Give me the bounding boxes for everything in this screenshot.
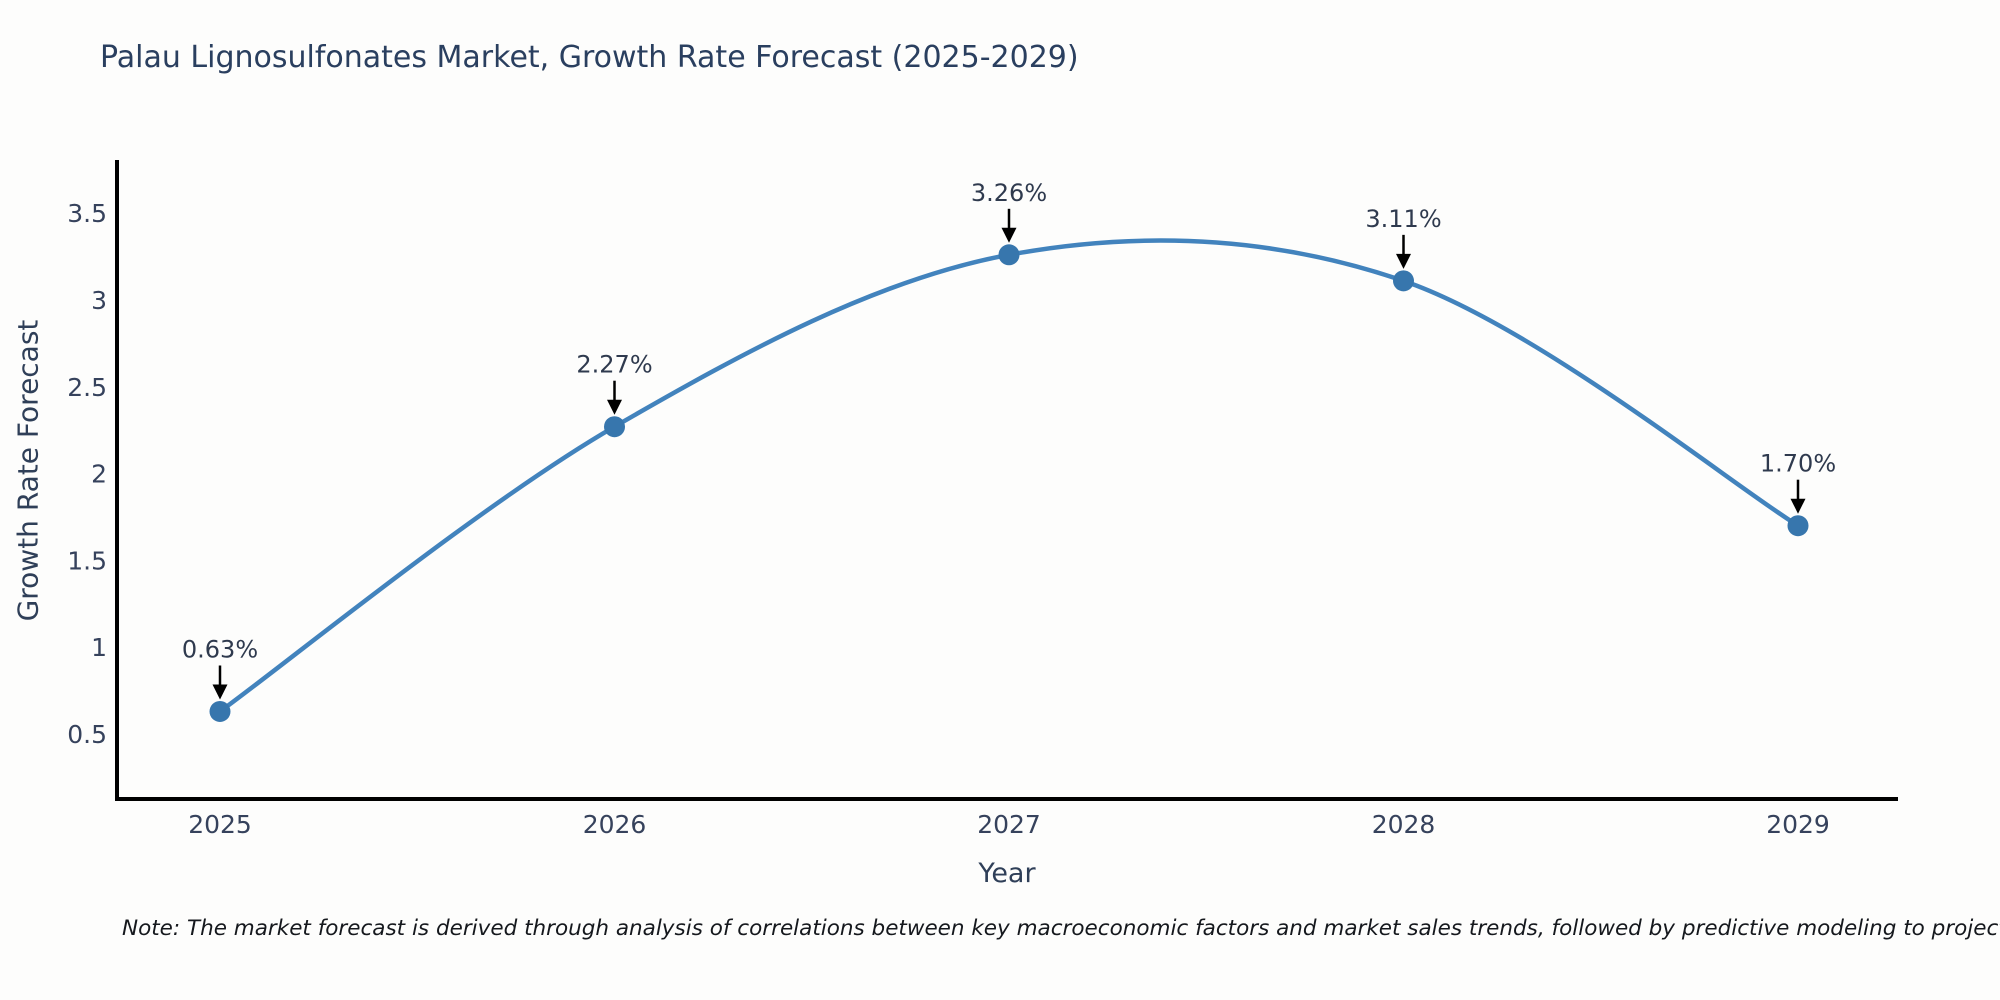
data-point-label: 3.26% xyxy=(971,179,1047,207)
data-point-label: 2.27% xyxy=(576,351,652,379)
x-tick-label: 2026 xyxy=(583,810,647,839)
data-point-marker xyxy=(1787,515,1809,537)
y-tick-label: 3.5 xyxy=(67,199,107,228)
x-tick-label: 2025 xyxy=(188,810,252,839)
y-tick-label: 0.5 xyxy=(67,720,107,749)
data-point-marker xyxy=(998,244,1020,266)
y-tick-label: 2 xyxy=(91,460,107,489)
chart-note: Note: The market forecast is derived thr… xyxy=(122,916,2000,941)
data-point-marker xyxy=(209,700,231,722)
data-point-label: 3.11% xyxy=(1365,205,1441,233)
y-tick-label: 1 xyxy=(91,633,107,662)
annotation-arrow-head xyxy=(1396,253,1411,269)
y-tick-label: 1.5 xyxy=(67,546,107,575)
y-tick-label: 2.5 xyxy=(67,373,107,402)
x-axis-title: Year xyxy=(978,858,1036,889)
x-tick-label: 2027 xyxy=(977,810,1041,839)
chart-title: Palau Lignosulfonates Market, Growth Rat… xyxy=(100,40,1079,75)
data-point-marker xyxy=(604,416,625,438)
x-tick-label: 2028 xyxy=(1372,810,1436,839)
data-point-marker xyxy=(1393,270,1414,292)
annotation-arrow-head xyxy=(607,399,622,415)
y-axis-title: Growth Rate Forecast xyxy=(11,319,45,622)
annotation-arrow-head xyxy=(1790,498,1806,514)
data-point-label: 1.70% xyxy=(1760,450,1836,478)
annotation-arrow-head xyxy=(212,684,228,700)
y-tick-label: 3 xyxy=(91,286,107,315)
data-point-label: 0.63% xyxy=(182,635,258,663)
trend-line xyxy=(217,238,1801,714)
annotation-arrow-head xyxy=(1001,227,1017,243)
x-tick-label: 2029 xyxy=(1766,810,1830,839)
